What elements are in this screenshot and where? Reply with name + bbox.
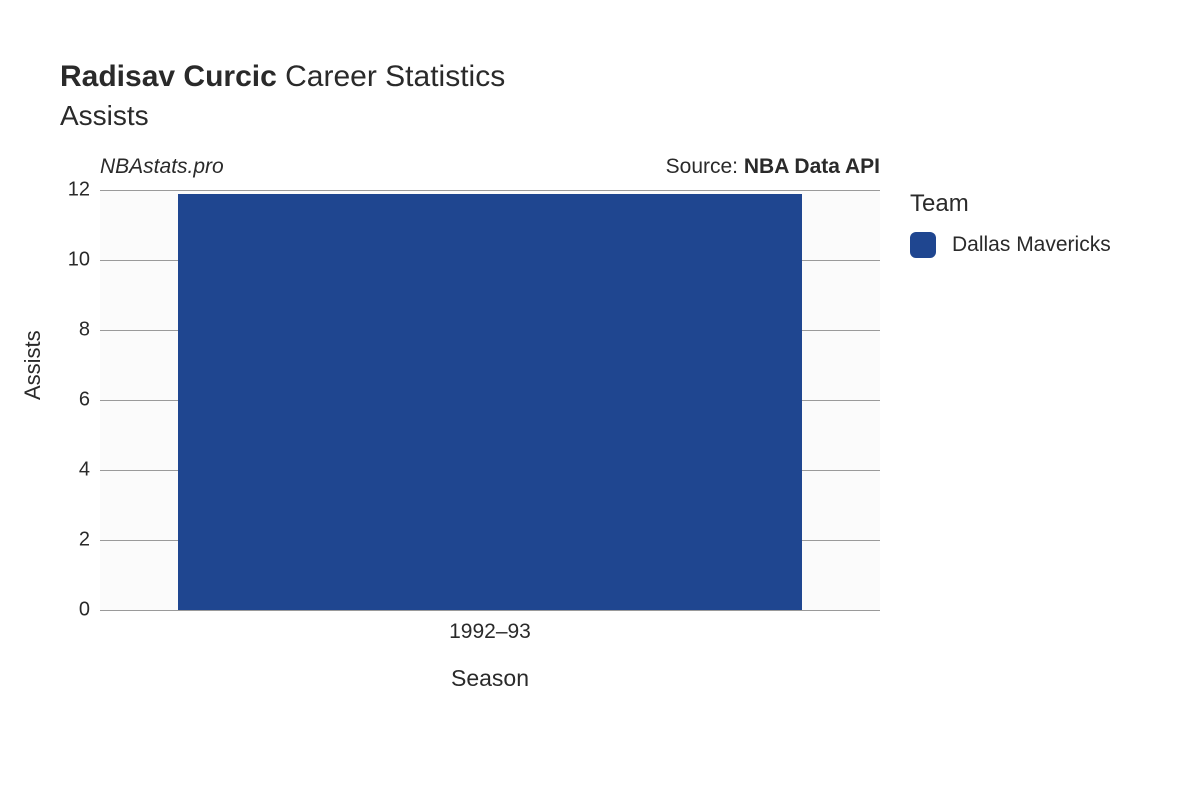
bar bbox=[178, 194, 802, 611]
credit-left: NBAstats.pro bbox=[100, 155, 224, 179]
y-axis-label: Assists bbox=[20, 330, 46, 400]
grid-line bbox=[100, 610, 880, 611]
x-axis-label: Season bbox=[100, 665, 880, 692]
legend-swatch bbox=[910, 232, 936, 258]
legend: Team Dallas Mavericks bbox=[910, 190, 1111, 258]
x-tick-label: 1992–93 bbox=[390, 620, 590, 644]
legend-item: Dallas Mavericks bbox=[910, 232, 1111, 258]
player-name: Radisav Curcic bbox=[60, 60, 277, 93]
y-tick-label: 6 bbox=[50, 389, 90, 412]
chart-container: Radisav Curcic Career Statistics Assists… bbox=[0, 0, 1200, 800]
grid-line bbox=[100, 190, 880, 191]
credit-right: Source: NBA Data API bbox=[666, 155, 880, 179]
legend-label: Dallas Mavericks bbox=[952, 233, 1111, 257]
title-suffix: Career Statistics bbox=[285, 60, 505, 93]
chart-title-line2: Assists bbox=[60, 100, 505, 132]
y-tick-label: 10 bbox=[50, 249, 90, 272]
credit-right-prefix: Source: bbox=[666, 155, 744, 178]
credit-right-source: NBA Data API bbox=[744, 155, 880, 178]
chart-title-line1: Radisav Curcic Career Statistics bbox=[60, 60, 505, 94]
plot-area bbox=[100, 190, 880, 610]
y-tick-label: 4 bbox=[50, 459, 90, 482]
chart-title-block: Radisav Curcic Career Statistics Assists bbox=[60, 60, 505, 132]
y-tick-label: 8 bbox=[50, 319, 90, 342]
y-tick-label: 2 bbox=[50, 529, 90, 552]
legend-items: Dallas Mavericks bbox=[910, 232, 1111, 258]
y-tick-label: 12 bbox=[50, 179, 90, 202]
legend-title: Team bbox=[910, 190, 1111, 218]
y-tick-label: 0 bbox=[50, 599, 90, 622]
